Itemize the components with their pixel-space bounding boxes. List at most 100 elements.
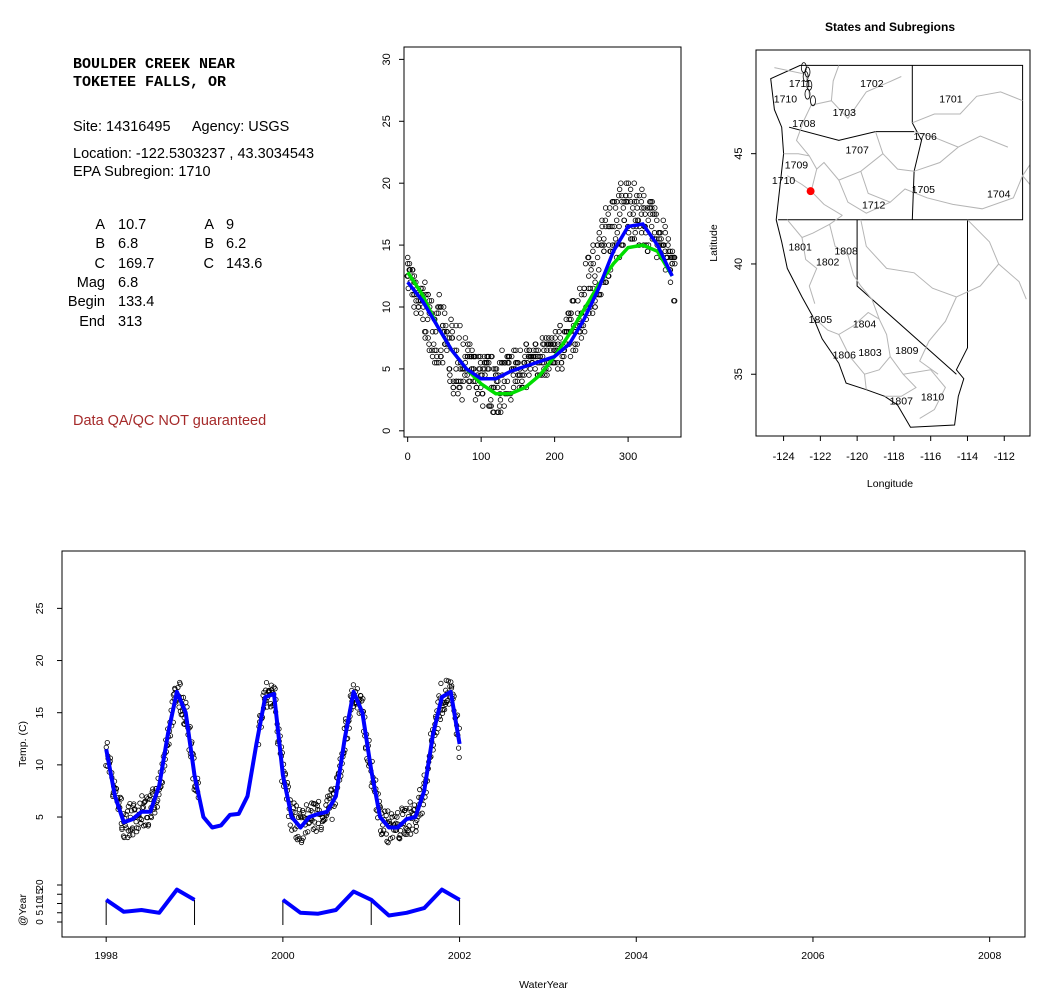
data-point <box>436 360 442 366</box>
subregion-label: 1702 <box>860 78 884 90</box>
data-point <box>403 805 409 812</box>
data-point <box>406 260 413 267</box>
param-value: 6.8 <box>118 236 139 253</box>
data-point <box>566 316 572 323</box>
data-point <box>561 353 567 360</box>
timeseries-xlabel: WaterYear <box>519 979 568 991</box>
subregion-label: 1703 <box>833 107 857 119</box>
data-point <box>433 310 440 316</box>
data-point <box>411 802 417 808</box>
data-point <box>420 316 426 323</box>
data-point <box>299 837 305 843</box>
data-point <box>138 817 145 823</box>
data-point <box>467 341 473 347</box>
data-point <box>440 322 446 329</box>
x-tick-label: -118 <box>883 451 904 463</box>
subregion-label: 1807 <box>890 396 914 408</box>
data-point <box>103 744 109 750</box>
y-tick-label: 0 <box>381 428 393 434</box>
subregion-label: 1707 <box>845 144 869 156</box>
subregion-label: 1801 <box>788 241 812 253</box>
data-point <box>616 192 622 199</box>
subregion-label: 1803 <box>858 347 882 359</box>
agency-label: Agency: <box>191 119 245 135</box>
data-point <box>598 291 604 298</box>
data-point <box>602 279 609 285</box>
data-point <box>526 372 532 378</box>
param-label: A <box>95 217 105 233</box>
subregion-boundary <box>786 214 843 239</box>
data-point <box>498 409 504 415</box>
data-point <box>305 807 311 813</box>
subregion-boundary <box>919 296 957 375</box>
data-point <box>638 230 645 236</box>
data-point <box>154 804 160 810</box>
data-point <box>541 347 547 354</box>
x-tick-label: 2006 <box>801 950 825 962</box>
data-point <box>318 824 324 831</box>
data-point <box>407 267 413 273</box>
data-point <box>638 211 645 217</box>
data-point <box>556 329 562 335</box>
data-point <box>428 298 435 304</box>
data-point <box>390 834 396 840</box>
data-point <box>572 341 578 347</box>
y-tick-label-lower: 15 <box>35 888 46 900</box>
data-point <box>620 205 627 211</box>
annual-curve <box>105 887 196 915</box>
data-point <box>576 285 583 292</box>
subregion-label: 1710 <box>772 175 796 187</box>
data-point <box>665 236 672 242</box>
data-point <box>429 329 436 335</box>
data-point <box>496 403 503 409</box>
subregion-boundary <box>816 131 884 181</box>
data-point <box>581 329 588 335</box>
data-point <box>616 223 622 230</box>
data-point <box>301 809 307 816</box>
data-point <box>439 360 446 366</box>
data-point <box>645 217 651 224</box>
subregion-boundary <box>811 76 902 120</box>
param-label: A <box>204 217 214 233</box>
site-marker <box>806 187 815 196</box>
data-point <box>405 254 411 261</box>
data-point <box>613 217 620 224</box>
subregion-label: 1805 <box>809 314 833 326</box>
x-tick-label: 300 <box>619 451 637 463</box>
subregion-boundary <box>830 65 840 101</box>
param-value: 133.4 <box>118 294 155 311</box>
data-point <box>628 199 634 205</box>
data-point <box>669 260 675 267</box>
data-point <box>434 353 440 360</box>
data-point <box>656 236 662 242</box>
data-point <box>409 267 416 273</box>
data-point <box>631 180 637 186</box>
x-tick-label: -116 <box>920 451 941 463</box>
data-point <box>457 322 463 329</box>
param-row: Mag 6.8 <box>0 274 198 293</box>
data-point <box>497 397 504 403</box>
param-label: B <box>95 236 105 253</box>
data-point <box>542 372 548 378</box>
state-boundary <box>856 219 957 375</box>
data-point <box>581 285 587 292</box>
data-point <box>479 390 485 397</box>
data-point <box>395 809 401 816</box>
data-point <box>599 217 605 224</box>
data-point <box>300 835 306 841</box>
data-point <box>413 823 419 829</box>
data-point <box>515 372 521 378</box>
data-point <box>417 787 423 793</box>
data-point <box>131 807 137 813</box>
map-title: States and Subregions <box>825 20 955 34</box>
data-point <box>667 279 674 285</box>
data-point <box>447 378 453 384</box>
data-point <box>315 820 321 826</box>
data-point <box>133 819 139 825</box>
data-point <box>662 223 668 230</box>
data-point <box>616 186 623 193</box>
data-point <box>432 347 438 354</box>
data-point <box>397 836 403 842</box>
data-point <box>298 839 305 846</box>
